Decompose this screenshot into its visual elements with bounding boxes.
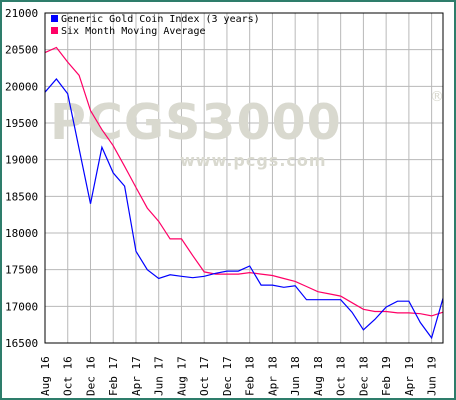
x-tick-label: Oct 18 bbox=[335, 356, 348, 396]
series-line-six-month-moving-average bbox=[44, 46, 444, 317]
y-tick-label: 20000 bbox=[5, 80, 38, 93]
y-tick-label: 20500 bbox=[5, 44, 38, 57]
watermark-registered-mark: ® bbox=[430, 89, 444, 105]
legend: Generic Gold Coin Index (3 years) Six Mo… bbox=[51, 14, 260, 37]
x-tick-label: Dec 16 bbox=[84, 356, 97, 396]
x-tick-label: Jun 19 bbox=[426, 356, 439, 396]
legend-swatch-six-month-moving-average bbox=[51, 27, 58, 34]
y-tick-label: 17000 bbox=[5, 300, 38, 313]
x-tick-label: Dec 17 bbox=[221, 356, 234, 396]
x-tick-label: Apr 18 bbox=[266, 356, 279, 396]
x-tick-label: Dec 18 bbox=[357, 356, 370, 396]
x-tick-label: Aug 18 bbox=[312, 356, 325, 396]
y-tick-label: 21000 bbox=[5, 7, 38, 20]
x-tick-label: Oct 16 bbox=[62, 356, 75, 396]
x-tick-label: Apr 17 bbox=[130, 356, 143, 396]
x-tick-label: Feb 17 bbox=[107, 356, 120, 396]
x-tick-label: Aug 17 bbox=[175, 356, 188, 396]
legend-swatch-generic-gold-coin-index bbox=[51, 15, 58, 22]
legend-label-six-month-moving-average: Six Month Moving Average bbox=[61, 26, 206, 37]
y-tick-label: 17500 bbox=[5, 264, 38, 277]
y-tick-label: 19000 bbox=[5, 154, 38, 167]
x-tick-label: Feb 19 bbox=[380, 356, 393, 396]
watermark-brand: PCGS3000 bbox=[50, 94, 342, 151]
x-tick-label: Oct 17 bbox=[198, 356, 211, 396]
x-tick-label: Jun 18 bbox=[289, 356, 302, 396]
y-axis-tick-labels: 21000 20500 20000 19500 19000 18500 18000 17500… bbox=[5, 7, 38, 350]
y-tick-label: 18000 bbox=[5, 227, 38, 240]
x-axis-tick-labels: Aug 16 Oct 16 Dec 16 Feb 17 Apr 17 Jun 17 Aug … bbox=[39, 356, 439, 396]
x-tick-label: Feb 18 bbox=[244, 356, 257, 396]
x-tick-label: Aug 16 bbox=[39, 356, 52, 396]
legend-label-generic-gold-coin-index: Generic Gold Coin Index (3 years) bbox=[61, 14, 260, 25]
x-tick-label: Jun 17 bbox=[153, 356, 166, 396]
grid bbox=[44, 12, 443, 344]
y-tick-label: 18500 bbox=[5, 190, 38, 203]
watermark-site: www.pcgs.com bbox=[180, 151, 327, 170]
watermark: PCGS3000 ® www.pcgs.com bbox=[50, 89, 444, 170]
series-line-generic-gold-coin-index bbox=[44, 78, 444, 340]
x-tick-label: Apr 19 bbox=[403, 356, 416, 396]
series-layer bbox=[44, 46, 444, 340]
y-tick-label: 19500 bbox=[5, 117, 38, 130]
y-tick-label: 16500 bbox=[5, 337, 38, 350]
plot-area-border bbox=[44, 12, 444, 344]
